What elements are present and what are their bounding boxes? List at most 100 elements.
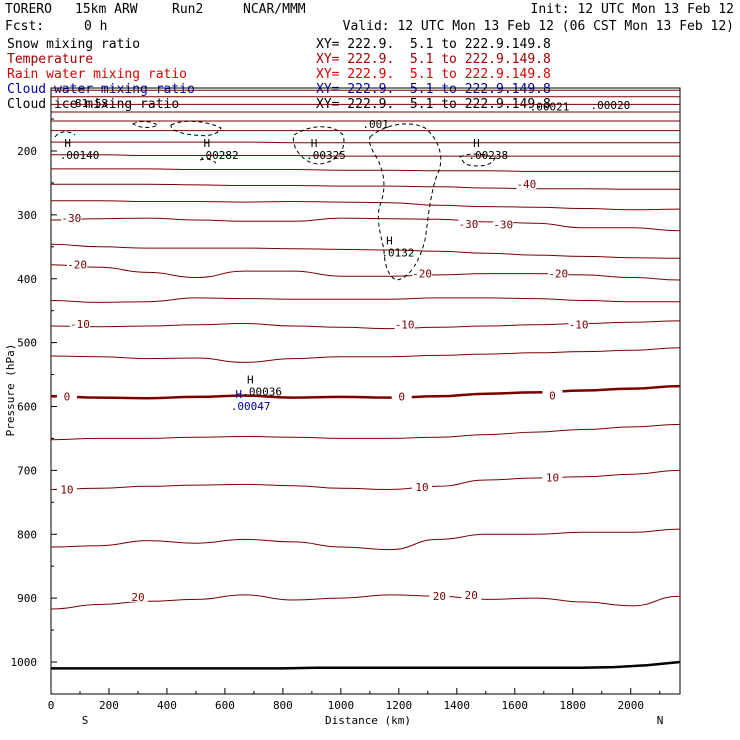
snow-contour-1 [131, 121, 160, 128]
contour-label-bg [56, 389, 77, 402]
isotherm-20 [50, 594, 681, 610]
contour-label-bg [391, 389, 412, 402]
high-value: .00282 [199, 149, 239, 162]
high-value: .0132 [381, 247, 414, 260]
init-time: Init: 12 UTC Mon 13 Feb 12 [530, 2, 735, 17]
model-run: Run2 [172, 2, 204, 17]
y-tick-label: 1000 [11, 656, 38, 669]
y-tick-label: 200 [17, 145, 37, 158]
contour-label-bg [127, 589, 148, 602]
contour-label-bg [412, 266, 433, 279]
field-rain-xy: XY= 222.9. 5.1 to 222.9.149.8 [316, 67, 551, 82]
isotherm-10 [50, 469, 681, 491]
contour-label-bg [542, 388, 563, 401]
x-tick-label: 400 [157, 699, 177, 712]
x-tick-label: 0 [48, 699, 55, 712]
contour-label-bg [516, 177, 537, 190]
contour-label: -30 [493, 218, 513, 231]
axes: 0 200 400 600 800 1000 1200 1400 1600 1800 2000200… [11, 118, 661, 712]
snow-contour-2 [170, 120, 222, 137]
cloud-contour-label: .00021 [530, 100, 570, 113]
contour-label-bg [67, 257, 88, 270]
isotherm-minus20 [50, 264, 681, 281]
x-tick-label: 1000 [328, 699, 355, 712]
x-tick-label: 1800 [560, 699, 587, 712]
contour-label: -30 [458, 218, 478, 231]
high-value: .00047 [231, 400, 271, 413]
north-endpoint-label: N [657, 714, 664, 727]
high-marker: H [386, 235, 393, 248]
contour-label: -20 [412, 268, 432, 281]
x-tick-label: 1600 [502, 699, 529, 712]
isotherm-minus25 [50, 243, 681, 259]
maxima-markers: H.00140H.00282H.00325H.00238H.0132H.0003… [60, 137, 508, 413]
cloud-contour-label: .00020 [591, 99, 631, 112]
high-marker: H [64, 137, 71, 150]
contour-label-bg [542, 470, 563, 483]
cloud-contour-labels: .001 .00021 .00020 81.53 [75, 97, 630, 131]
snow-contour-7 [199, 158, 217, 164]
field-snow-xy: XY= 222.9. 5.1 to 222.9.149.8 [316, 37, 551, 52]
contour-label-bg [548, 266, 569, 279]
model-org: NCAR/MMM [243, 2, 306, 17]
contour-label: 10 [546, 471, 559, 484]
x-axis-label: Distance (km) [325, 714, 411, 727]
y-tick-label: 500 [17, 337, 37, 350]
contour-label-bg [412, 479, 433, 492]
contour-label: 0 [398, 390, 405, 403]
contour-label-bg [56, 482, 77, 495]
high-marker: H [311, 137, 318, 150]
field-cloud-water-xy: XY= 222.9. 5.1 to 222.9.149.8 [316, 82, 551, 97]
plot-frame [50, 87, 681, 695]
model-resolution: 15km ARW [75, 2, 138, 17]
isotherm-minus35 [50, 200, 681, 211]
y-tick-label: 900 [17, 592, 37, 605]
field-temperature-xy: XY= 222.9. 5.1 to 222.9.149.8 [316, 52, 551, 67]
isotherm-0 [50, 384, 681, 400]
contour-label: 10 [415, 481, 428, 494]
y-tick-label: 600 [17, 401, 37, 414]
x-tick-label: 1200 [386, 699, 413, 712]
y-axis-label: Pressure (hPa) [4, 344, 17, 437]
south-endpoint-label: S [82, 714, 89, 727]
field-cloud-water-name: Cloud water mixing ratio [7, 82, 195, 97]
contour-label: 0 [549, 390, 556, 403]
x-tick-label: 800 [273, 699, 293, 712]
isotherm-minus30 [50, 217, 681, 232]
isotherm-minus50 [50, 154, 680, 157]
contour-label: 20 [465, 589, 478, 602]
contour-label-bg [394, 317, 415, 330]
high-value: .00036 [242, 385, 282, 398]
contour-label: -10 [395, 319, 415, 332]
field-rain-name: Rain water mixing ratio [7, 67, 188, 82]
x-tick-label: 600 [215, 699, 235, 712]
contour-label: 10 [60, 484, 73, 497]
high-value: .00140 [60, 149, 100, 162]
contour-label-bg [61, 211, 82, 224]
contour-label-bg [493, 217, 514, 230]
isotherm-minus40 [50, 183, 680, 190]
contour-label: 0 [64, 390, 71, 403]
snow-contours [54, 120, 496, 281]
snow-contour-6 [54, 131, 76, 138]
y-tick-label: 400 [17, 273, 37, 286]
x-tick-label: 2000 [617, 699, 644, 712]
forecast-value: 0 h [84, 19, 108, 34]
contour-label: -10 [70, 318, 90, 331]
cloud-contour-label: 81.53 [75, 97, 108, 110]
isotherm-15 [50, 528, 681, 551]
contour-label: -20 [548, 268, 568, 281]
high-marker: H [247, 373, 254, 386]
isotherm-5 [50, 423, 681, 441]
model-name: TORERO [5, 2, 52, 17]
contour-label-bg [69, 317, 90, 330]
cloud-contour-label: .001 [362, 118, 389, 131]
contour-label: -40 [516, 178, 536, 191]
high-marker: H [235, 388, 242, 401]
x-tick-label: 200 [99, 699, 119, 712]
field-temperature-name: Temperature [7, 52, 94, 67]
contour-label: -20 [67, 259, 87, 272]
snow-contour-5 [459, 153, 496, 167]
high-value: .00325 [306, 149, 346, 162]
